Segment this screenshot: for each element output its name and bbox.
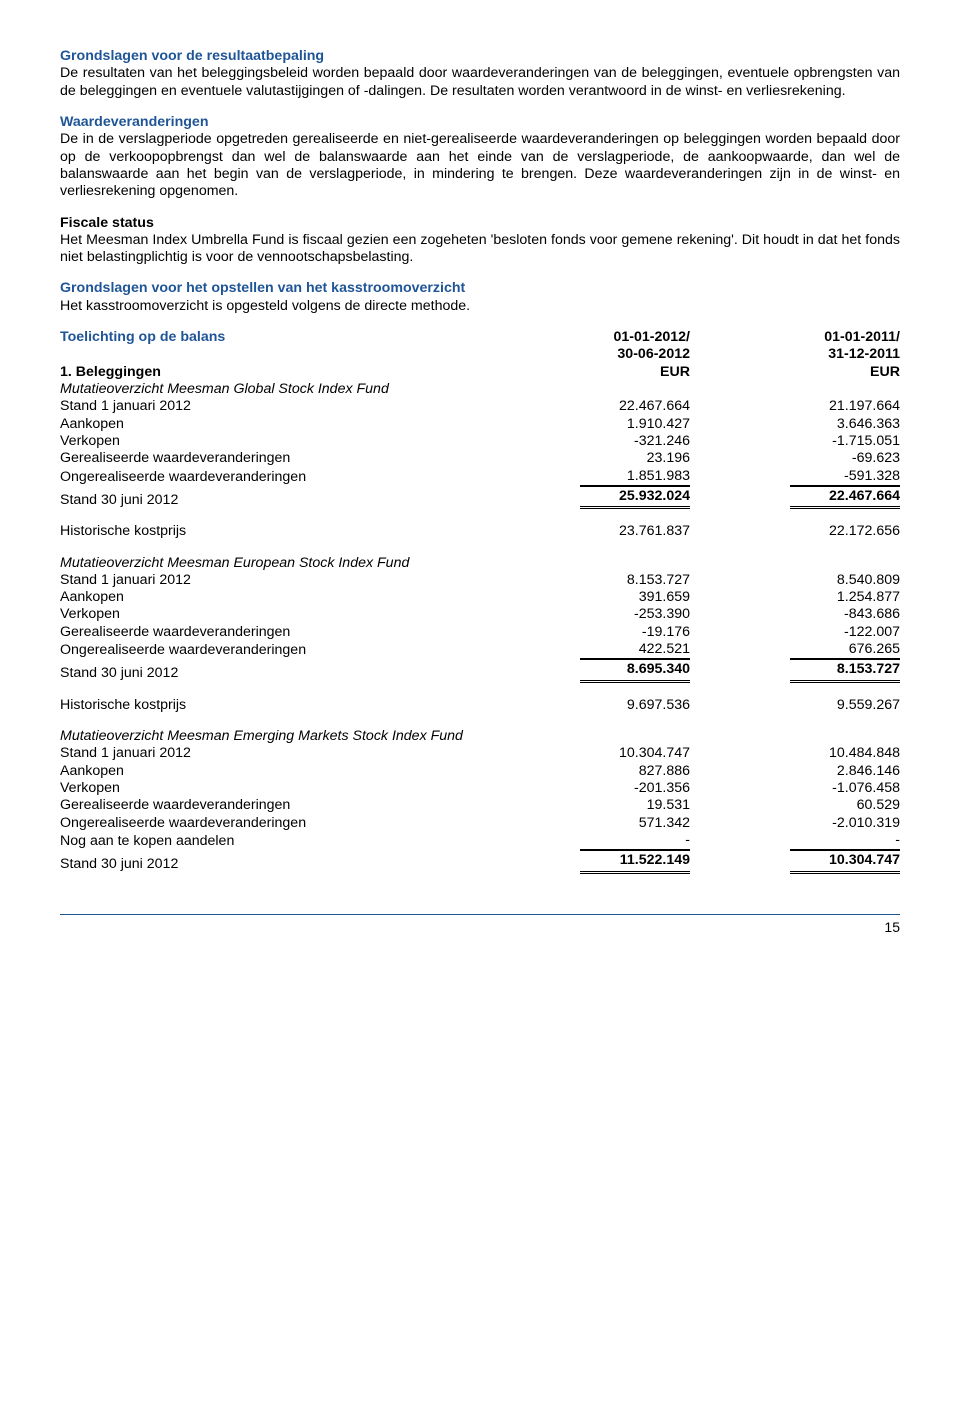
table-row-label: Ongerealiseerde waardeveranderingen <box>60 815 480 832</box>
table-cell-total: 8.695.340 <box>580 659 690 682</box>
table-cell-total: 8.153.727 <box>790 659 900 682</box>
table-row-label: Ongerealiseerde waardeveranderingen <box>60 468 480 486</box>
table-cell: 10.304.747 <box>580 745 690 762</box>
colhead-a-line2: 30-06-2012 <box>580 346 690 363</box>
table-row-label: Aankopen <box>60 416 480 433</box>
para-waardeveranderingen: Waardeveranderingen De in de verslagperi… <box>60 114 900 201</box>
table-row-label: Nog aan te kopen aandelen <box>60 832 480 850</box>
table-cell: 2.846.146 <box>790 763 900 780</box>
footer-rule <box>60 914 900 915</box>
table-cell: 8.540.809 <box>790 572 900 589</box>
table-row-label: Gerealiseerde waardeveranderingen <box>60 797 480 814</box>
table-row-total-label: Stand 30 juni 2012 <box>60 850 480 873</box>
colhead-b-line2: 31-12-2011 <box>790 346 900 363</box>
table-row-label: Verkopen <box>60 780 480 797</box>
table-row-label: Aankopen <box>60 589 480 606</box>
table-european-fund: Mutatieoverzicht Meesman European Stock … <box>60 555 900 683</box>
table-cell: - <box>790 832 900 850</box>
table-cell: -19.176 <box>580 624 690 641</box>
sec1-subtitle: Mutatieoverzicht Meesman Global Stock In… <box>60 381 480 398</box>
heading-grondslagen-resultaat: Grondslagen voor de resultaatbepaling <box>60 48 324 64</box>
table-cell: -253.390 <box>580 606 690 623</box>
table-row-label: Stand 1 januari 2012 <box>60 745 480 762</box>
body-kasstroom: Het kasstroomoverzicht is opgesteld volg… <box>60 298 470 314</box>
table-european-histo: Historische kostprijs 9.697.536 9.559.267 <box>60 697 900 714</box>
table-cell: 571.342 <box>580 815 690 832</box>
table-cell: -201.356 <box>580 780 690 797</box>
table-cell: 10.484.848 <box>790 745 900 762</box>
colhead-b-line3: EUR <box>790 364 900 381</box>
table-row-label: Gerealiseerde waardeveranderingen <box>60 624 480 641</box>
sec3-subtitle: Mutatieoverzicht Meesman Emerging Market… <box>60 728 480 745</box>
table-cell: 422.521 <box>580 641 690 659</box>
histo-label: Historische kostprijs <box>60 523 480 540</box>
table-global-fund: Toelichting op de balans 01-01-2012/ 01-… <box>60 329 900 509</box>
body-grondslagen-resultaat: De resultaten van het beleggingsbeleid w… <box>60 65 900 98</box>
table-cell: -843.686 <box>790 606 900 623</box>
table-cell-total: 11.522.149 <box>580 850 690 873</box>
table-global-histo: Historische kostprijs 23.761.837 22.172.65… <box>60 523 900 540</box>
table-row-label: Gerealiseerde waardeveranderingen <box>60 450 480 467</box>
table-cell: - <box>580 832 690 850</box>
table-cell-total: 10.304.747 <box>790 850 900 873</box>
heading-waardeveranderingen: Waardeveranderingen <box>60 114 209 130</box>
table-cell: 21.197.664 <box>790 398 900 415</box>
colhead-a-line3: EUR <box>580 364 690 381</box>
table-cell: 8.153.727 <box>580 572 690 589</box>
table-row-label: Stand 1 januari 2012 <box>60 398 480 415</box>
table-row-total-label: Stand 30 juni 2012 <box>60 486 480 509</box>
page-number: 15 <box>60 919 900 936</box>
colhead-b-line1: 01-01-2011/ <box>790 329 900 346</box>
body-waardeveranderingen: De in de verslagperiode opgetreden gerea… <box>60 131 900 199</box>
table-cell: 23.196 <box>580 450 690 467</box>
table-emerging-fund: Mutatieoverzicht Meesman Emerging Market… <box>60 728 900 874</box>
para-kasstroom: Grondslagen voor het opstellen van het k… <box>60 280 900 315</box>
table-cell: 60.529 <box>790 797 900 814</box>
table-cell: 3.646.363 <box>790 416 900 433</box>
colhead-a-line1: 01-01-2012/ <box>580 329 690 346</box>
histo-b: 22.172.656 <box>790 523 900 540</box>
table-row-total-label: Stand 30 juni 2012 <box>60 659 480 682</box>
table-row-label: Aankopen <box>60 763 480 780</box>
sec2-subtitle: Mutatieoverzicht Meesman European Stock … <box>60 555 480 572</box>
table-cell: -321.246 <box>580 433 690 450</box>
table-cell: -122.007 <box>790 624 900 641</box>
table-cell: -1.076.458 <box>790 780 900 797</box>
histo-b: 9.559.267 <box>790 697 900 714</box>
table-cell: 827.886 <box>580 763 690 780</box>
table-cell: -69.623 <box>790 450 900 467</box>
table-cell: 1.851.983 <box>580 468 690 486</box>
table-cell: 22.467.664 <box>580 398 690 415</box>
para-fiscale-status: Fiscale status Het Meesman Index Umbrell… <box>60 215 900 267</box>
table-cell: 391.659 <box>580 589 690 606</box>
sec1-title: 1. Beleggingen <box>60 364 161 380</box>
histo-label: Historische kostprijs <box>60 697 480 714</box>
body-fiscale-status: Het Meesman Index Umbrella Fund is fisca… <box>60 232 900 265</box>
heading-toelichting-balans: Toelichting op de balans <box>60 329 225 345</box>
table-cell: 1.910.427 <box>580 416 690 433</box>
table-cell: -591.328 <box>790 468 900 486</box>
table-cell: 19.531 <box>580 797 690 814</box>
table-row-label: Verkopen <box>60 433 480 450</box>
para-grondslagen-resultaat: Grondslagen voor de resultaatbepaling De… <box>60 48 900 100</box>
heading-fiscale-status: Fiscale status <box>60 215 154 231</box>
table-cell-total: 25.932.024 <box>580 486 690 509</box>
table-cell-total: 22.467.664 <box>790 486 900 509</box>
histo-a: 9.697.536 <box>580 697 690 714</box>
heading-kasstroom: Grondslagen voor het opstellen van het k… <box>60 280 465 296</box>
table-row-label: Ongerealiseerde waardeveranderingen <box>60 641 480 659</box>
table-cell: -2.010.319 <box>790 815 900 832</box>
table-row-label: Stand 1 januari 2012 <box>60 572 480 589</box>
table-row-label: Verkopen <box>60 606 480 623</box>
histo-a: 23.761.837 <box>580 523 690 540</box>
table-cell: 1.254.877 <box>790 589 900 606</box>
table-cell: 676.265 <box>790 641 900 659</box>
table-cell: -1.715.051 <box>790 433 900 450</box>
